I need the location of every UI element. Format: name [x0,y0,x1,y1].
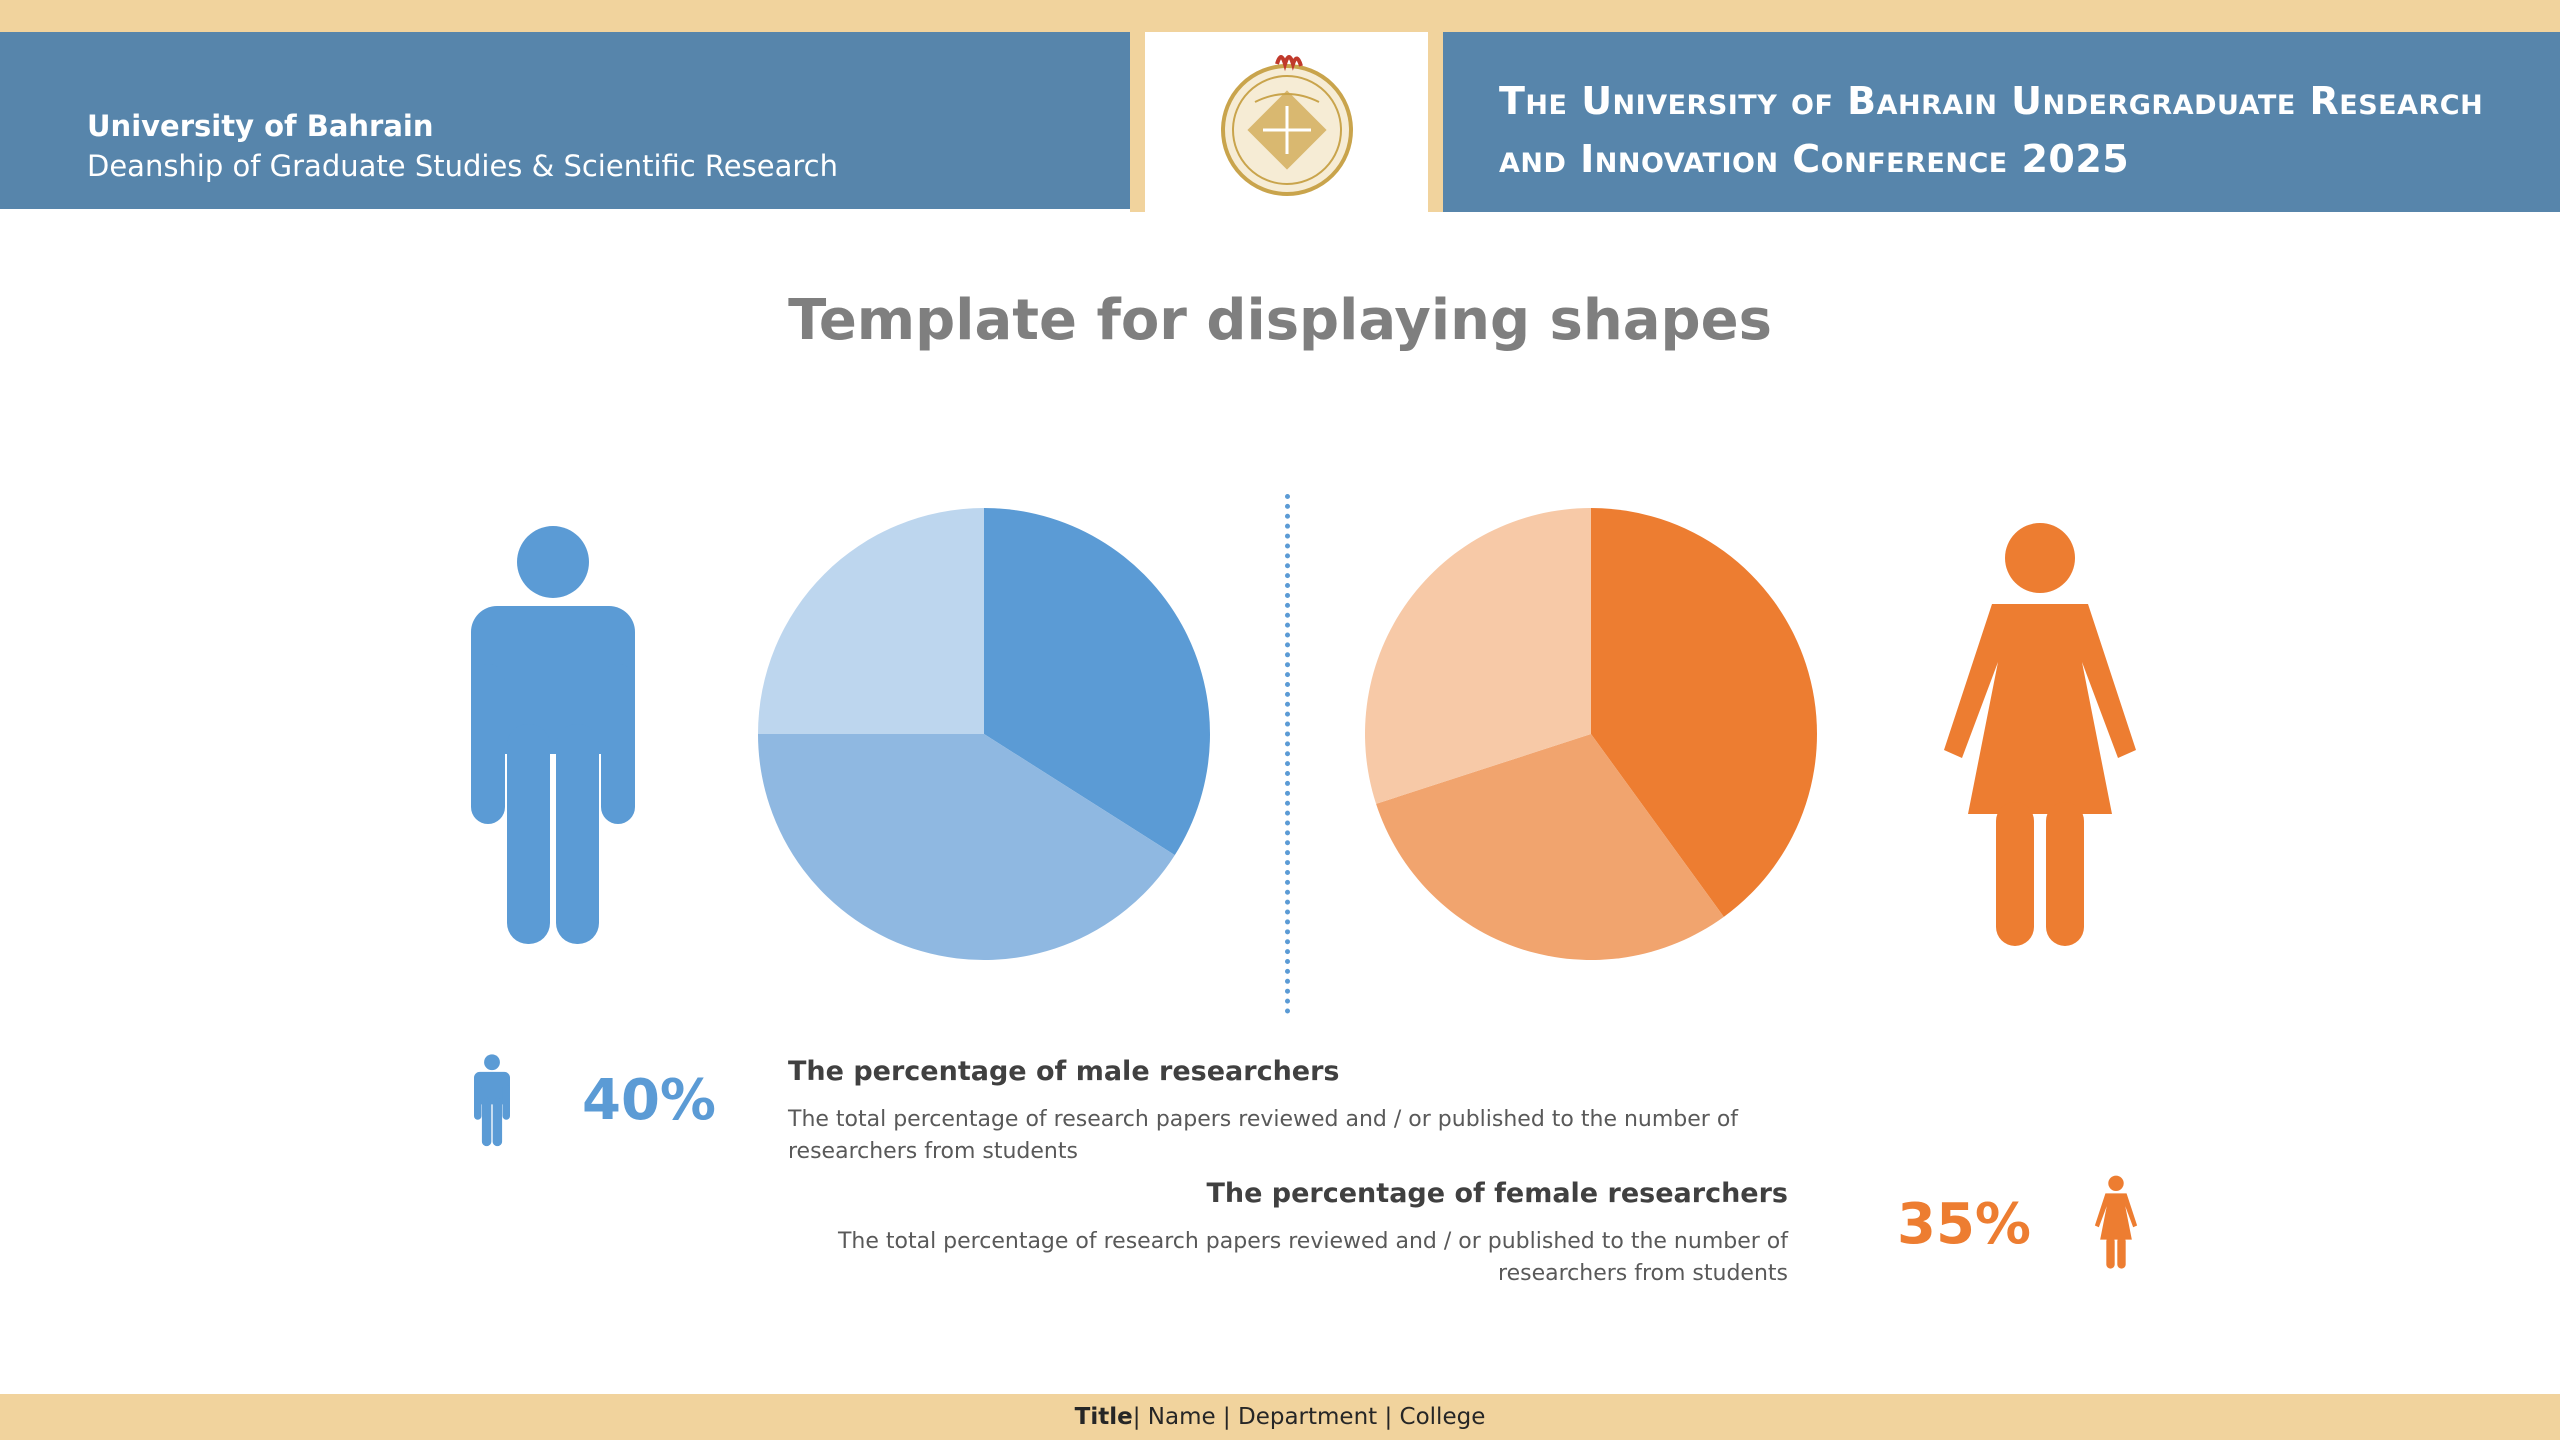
small-male-icon [474,1054,510,1147]
conference-title: The University of Bahrain Undergraduate … [1499,72,2483,188]
footer-title: Title [1074,1404,1133,1430]
male-figure-icon [471,526,635,944]
female-pie-slice-3 [1365,508,1591,804]
female-caption-description: The total percentage of research papers … [837,1229,1788,1286]
female-figure-icon [1944,523,2136,946]
footer-details: | Name | Department | College [1132,1404,1486,1430]
female-pie-slices [1365,508,1817,960]
male-caption-description: The total percentage of research papers … [788,1107,1739,1164]
male-pie-slice-3 [758,508,984,734]
university-name: University of Bahrain [87,109,434,143]
page-title: Template for displaying shapes [788,288,1772,353]
male-pie-slice-1 [984,508,1210,856]
female-percentage: 35% [1897,1192,2032,1257]
header-left-panel: University of Bahrain Deanship of Gradua… [0,32,1130,209]
male-caption-title: The percentage of male researchers [788,1056,1340,1087]
header-gold-separator-left [1130,32,1145,212]
conference-title-line-1: The University of Bahrain Undergraduate … [1499,79,2484,123]
center-dotted-divider [1285,494,1290,1014]
conference-title-line-2: and Innovation Conference 2025 [1499,137,2130,181]
male-pie-slice-2 [758,734,1175,960]
header-right-panel: The University of Bahrain Undergraduate … [1443,32,2560,212]
footer-bar: Title| Name | Department | College [0,1394,2560,1440]
logo-box [1145,32,1428,212]
male-pie-chart [758,508,1210,960]
top-gold-strip [0,0,2560,32]
header-gold-separator-right [1428,32,1443,212]
female-pie-chart [1365,508,1817,960]
female-pie-slice-1 [1591,508,1817,917]
male-percentage: 40% [582,1068,717,1133]
deanship-name: Deanship of Graduate Studies & Scientifi… [87,149,838,183]
female-pie-slice-2 [1376,734,1724,960]
male-pie-slices [758,508,1210,960]
small-female-icon [2094,1175,2138,1269]
university-logo-icon [1221,55,1353,196]
female-caption-title: The percentage of female researchers [1206,1178,1788,1209]
